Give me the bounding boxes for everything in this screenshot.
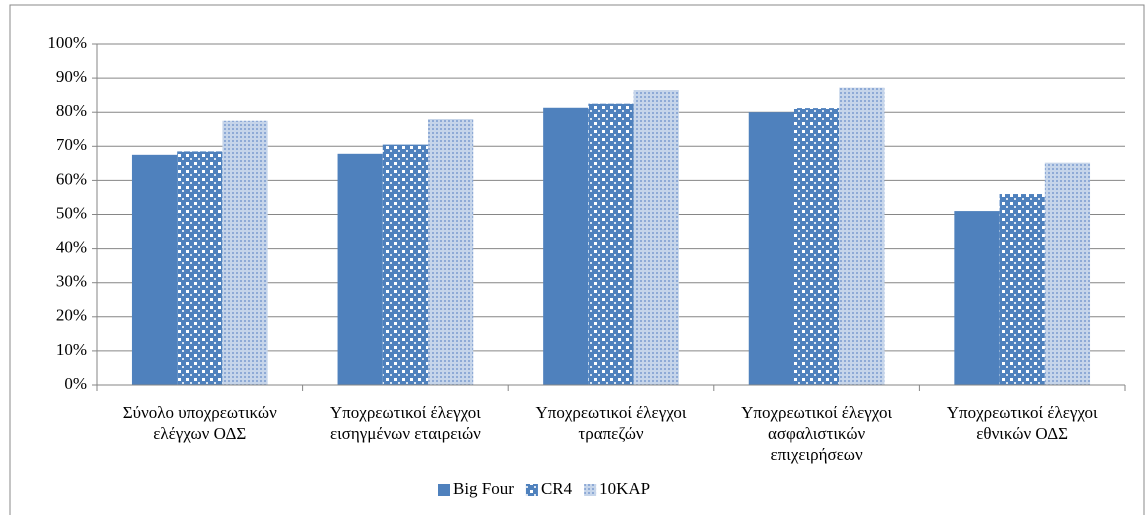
- bar: [337, 153, 383, 385]
- bar: [839, 87, 885, 385]
- bar: [543, 107, 589, 385]
- bar: [588, 103, 634, 386]
- y-tick-label: 0%: [64, 374, 87, 393]
- legend-swatch: [525, 484, 538, 496]
- y-tick-label: 40%: [56, 238, 87, 257]
- bar: [633, 90, 679, 385]
- bar: [428, 119, 474, 386]
- legend-label: CR4: [541, 479, 573, 498]
- chart-border: [9, 4, 1145, 515]
- bar: [177, 151, 223, 385]
- x-tick-label: Σύνολο υποχρεωτικών ελέγχων ΟΔΣ: [122, 403, 277, 443]
- bar: [999, 194, 1045, 385]
- x-tick-label: Υποχρεωτικοί έλεγχοι ασφαλιστικών επιχει…: [741, 403, 893, 464]
- y-tick-label: 50%: [56, 203, 87, 222]
- legend-label: 10KAP: [599, 479, 650, 498]
- y-tick-label: 70%: [56, 135, 87, 154]
- bar: [748, 112, 794, 385]
- x-tick-label: Υποχρεωτικοί έλεγχοι τραπεζών: [535, 403, 687, 443]
- legend-swatch: [584, 484, 597, 496]
- x-tick-label: Υποχρεωτικοί έλεγχοι εισηγμένων εταιρειώ…: [329, 403, 481, 443]
- bar: [954, 211, 1000, 385]
- x-tick-label: Υποχρεωτικοί έλεγχοι εθνικών ΟΔΣ: [946, 403, 1098, 443]
- y-tick-label: 60%: [56, 169, 87, 188]
- bar: [222, 120, 268, 385]
- y-tick-label: 30%: [56, 272, 87, 291]
- y-tick-label: 80%: [56, 101, 87, 120]
- y-tick-label: 20%: [56, 306, 87, 325]
- bar: [131, 154, 178, 385]
- bar: [793, 108, 840, 385]
- bar: [382, 144, 429, 385]
- bar: [1044, 162, 1091, 385]
- legend-label: Big Four: [453, 479, 514, 498]
- y-tick-label: 100%: [47, 33, 87, 52]
- legend-swatch: [438, 484, 450, 496]
- y-tick-label: 10%: [56, 340, 87, 359]
- y-tick-label: 90%: [56, 67, 87, 86]
